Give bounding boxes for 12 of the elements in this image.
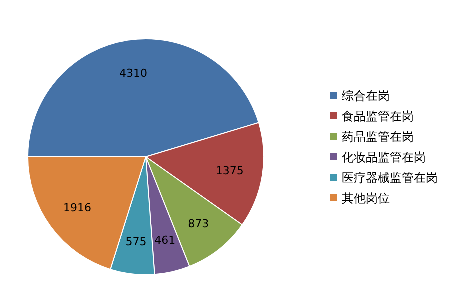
data-label: 1916 [64,201,92,214]
legend-label: 医疗器械监管在岗 [342,171,438,185]
legend-label: 食品监管在岗 [342,110,414,124]
data-label: 873 [188,218,210,231]
data-label: 1375 [216,164,244,178]
data-label: 461 [154,234,176,247]
legend-label: 药品监管在岗 [342,130,414,144]
legend-label: 综合在岗 [342,89,390,103]
legend-label: 其他岗位 [342,192,390,206]
data-label: 4310 [120,66,148,80]
data-label: 575 [126,235,147,248]
legend-label: 化妆品监管在岗 [342,150,426,164]
